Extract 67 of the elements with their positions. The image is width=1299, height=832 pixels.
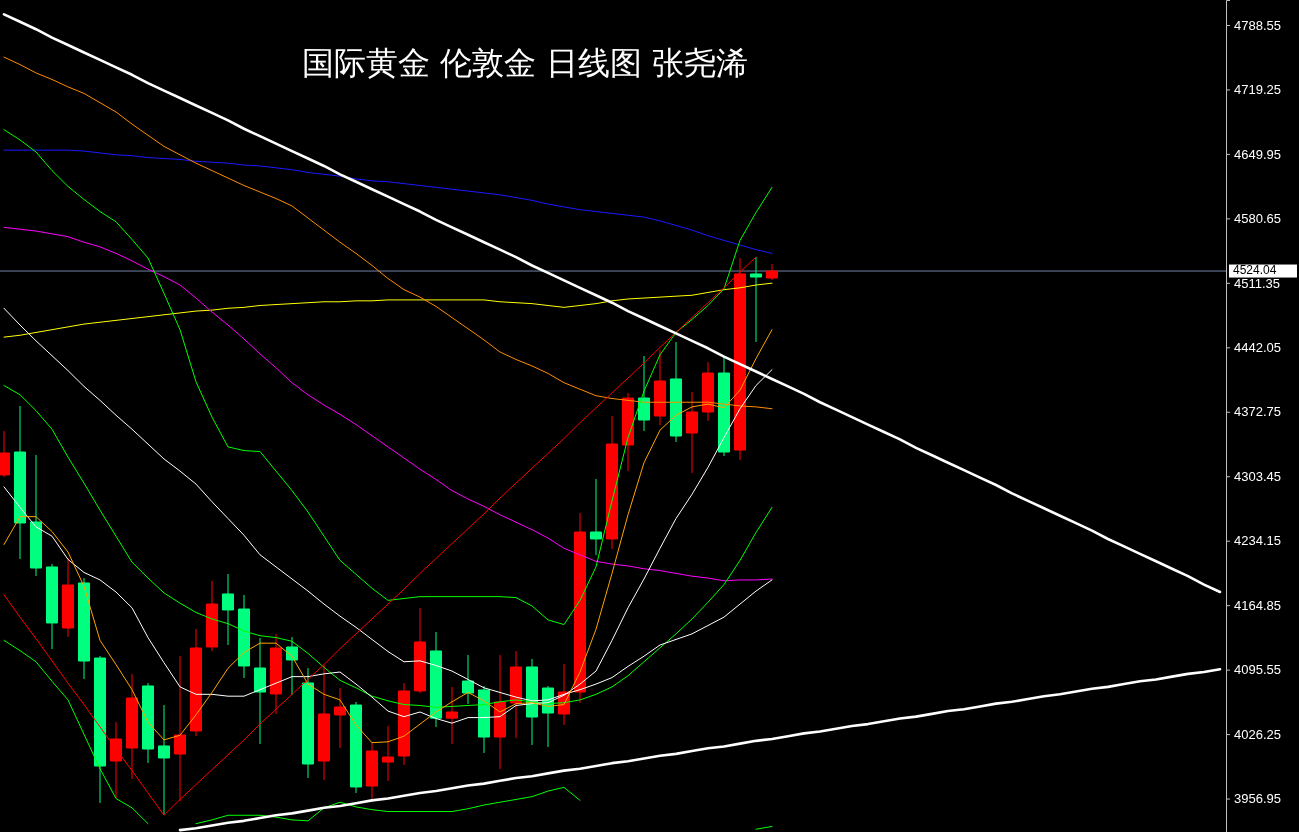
candlestick [366, 741, 378, 802]
candlestick [462, 654, 474, 705]
candlestick [686, 391, 698, 474]
line-series [3, 226, 773, 582]
line-series [3, 282, 773, 338]
line-series [3, 129, 773, 626]
ref-line-label: 4524.04 [1233, 263, 1277, 278]
y-tick-label: 4788.55 [1234, 17, 1281, 33]
candlestick [30, 454, 42, 577]
candlestick [78, 577, 90, 680]
candlestick [414, 607, 426, 694]
candlestick [254, 637, 266, 745]
candlestick [590, 478, 602, 556]
candlestick [302, 667, 314, 779]
y-tick-label: 4580.65 [1234, 211, 1281, 227]
y-tick-label: 4649.95 [1234, 146, 1281, 162]
candlestick [142, 682, 154, 764]
y-tick-label: 4303.45 [1234, 468, 1281, 484]
candlestick [398, 682, 410, 766]
candlestick [318, 664, 330, 781]
candlestick [606, 415, 618, 550]
line-series [178, 667, 1222, 832]
candlestick [174, 655, 186, 802]
candlestick [430, 631, 442, 728]
y-tick-label: 4511.35 [1234, 275, 1281, 291]
candlestick [446, 686, 458, 745]
candlestick [494, 654, 506, 770]
candlestick [286, 636, 298, 696]
candlestick [158, 704, 170, 816]
candlestick [350, 701, 362, 794]
candlestick [718, 356, 730, 457]
line-series [3, 149, 773, 254]
candlestick [0, 430, 10, 478]
candlestick [190, 628, 202, 737]
candlestick [126, 673, 138, 780]
candlestick [334, 687, 346, 749]
candlestick [14, 405, 26, 560]
y-tick-label: 4234.15 [1234, 533, 1281, 549]
candlestick [526, 658, 538, 746]
y-tick-label: 4164.85 [1234, 597, 1281, 613]
candlestick [702, 361, 714, 422]
candlestick [510, 650, 522, 739]
candlestick [670, 341, 682, 443]
candlestick [766, 263, 778, 281]
candlestick [622, 392, 634, 472]
candlestick [46, 563, 58, 650]
candlestick [62, 557, 74, 638]
candlestick [110, 721, 122, 799]
y-tick-label: 4095.55 [1234, 662, 1281, 678]
line-series [3, 256, 757, 816]
candlestick [654, 349, 666, 426]
y-tick-label: 4026.25 [1234, 726, 1281, 742]
candlestick [238, 594, 250, 679]
candlestick [206, 580, 218, 652]
text: 国际黄金 伦敦金 日线图 张尧浠 [301, 44, 749, 82]
candlestick [638, 355, 650, 432]
candlestick [750, 256, 762, 343]
y-tick-label: 3956.95 [1234, 791, 1281, 807]
candlestick [270, 633, 282, 715]
candlestick [94, 655, 106, 804]
y-tick-label: 4372.75 [1234, 404, 1281, 420]
candlestick [478, 685, 490, 754]
candlestick [382, 725, 394, 782]
y-tick-label: 4719.25 [1234, 82, 1281, 98]
y-tick-label: 4442.05 [1234, 339, 1281, 355]
candlestick [222, 573, 234, 646]
candlestick [574, 512, 586, 704]
